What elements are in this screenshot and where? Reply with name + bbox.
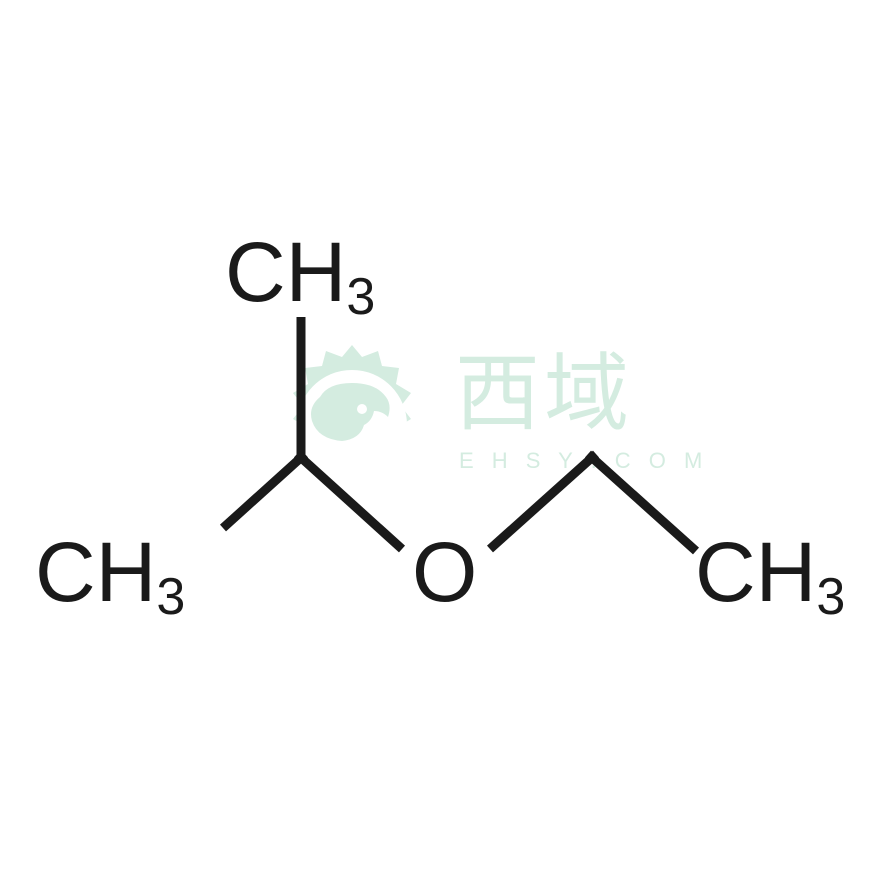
atom-label-ch3-top: CH3 [225, 230, 375, 314]
atom-label-ch3-left: CH3 [35, 530, 185, 614]
diagram-canvas: 西域 E H S Y . C O M CH3 CH3 O CH3 [0, 0, 890, 890]
bonds-layer [0, 0, 890, 890]
atom-label-o: O [412, 530, 477, 614]
atom-label-ch3-right: CH3 [695, 530, 845, 614]
